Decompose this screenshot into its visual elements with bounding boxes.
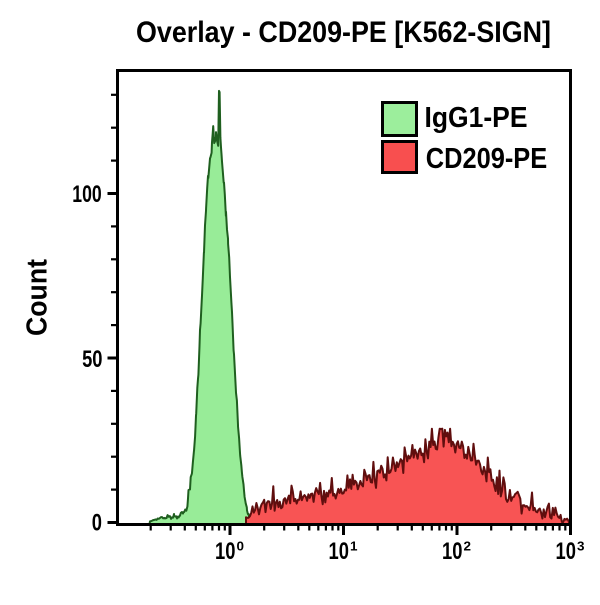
svg-text:2: 2 (464, 539, 472, 554)
svg-text:10: 10 (442, 538, 462, 565)
svg-text:IgG1-PE: IgG1-PE (425, 102, 528, 134)
svg-text:CD209-PE: CD209-PE (426, 143, 547, 175)
svg-text:1: 1 (350, 539, 358, 554)
svg-text:50: 50 (82, 346, 102, 373)
svg-text:100: 100 (72, 181, 101, 208)
svg-text:10: 10 (329, 538, 349, 565)
svg-text:0: 0 (237, 539, 245, 554)
svg-text:10: 10 (215, 538, 235, 565)
svg-text:0: 0 (92, 510, 102, 537)
svg-text:10: 10 (556, 538, 576, 565)
svg-text:3: 3 (577, 539, 585, 554)
svg-text:Overlay - CD209-PE [K562-SIGN]: Overlay - CD209-PE [K562-SIGN] (136, 16, 551, 49)
svg-text:Count: Count (22, 259, 54, 336)
